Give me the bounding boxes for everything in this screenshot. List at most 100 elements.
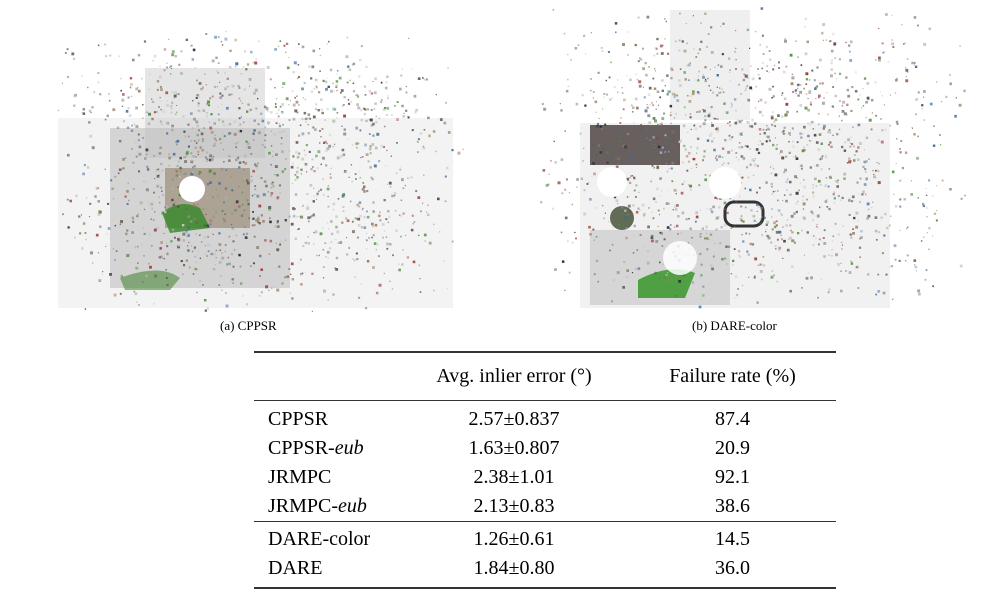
point-cloud-dot [705, 225, 708, 228]
point-cloud-dot [236, 157, 239, 159]
point-cloud-dot [129, 86, 132, 89]
point-cloud-dot [278, 184, 282, 187]
point-cloud-dot [362, 207, 364, 210]
point-cloud-dot [292, 155, 295, 158]
point-cloud-dot [228, 66, 232, 69]
point-cloud-dot [185, 152, 189, 155]
point-cloud-dot [792, 239, 795, 242]
point-cloud-dot [883, 234, 886, 237]
point-cloud-dot [343, 128, 346, 131]
point-cloud-dot [417, 141, 419, 143]
point-cloud-dot [812, 244, 815, 246]
point-cloud-dot [268, 289, 270, 291]
point-cloud-dot [906, 227, 908, 230]
point-cloud-dot [756, 221, 758, 223]
point-cloud-dot [166, 62, 168, 64]
point-cloud-dot [182, 115, 185, 118]
point-cloud-dot [874, 229, 878, 233]
point-cloud-dot [215, 264, 217, 266]
point-cloud-dot [853, 216, 856, 220]
point-cloud-dot [697, 78, 699, 80]
point-cloud-dot [264, 139, 266, 142]
point-cloud-dot [891, 14, 893, 17]
point-cloud-dot [247, 103, 250, 106]
point-cloud-dot [365, 248, 368, 250]
point-cloud-dot [740, 155, 744, 158]
point-cloud-dot [225, 154, 228, 156]
point-cloud-dot [684, 148, 687, 151]
point-cloud-dot [655, 101, 657, 103]
point-cloud-dot [639, 58, 643, 61]
point-cloud-dot [681, 211, 685, 215]
point-cloud-dot [746, 145, 749, 148]
point-cloud-dot [195, 268, 198, 271]
error-cell: 2.38±1.01 [473, 466, 555, 488]
point-cloud-dot [170, 221, 173, 224]
point-cloud-dot [197, 150, 200, 153]
point-cloud-dot [250, 265, 252, 267]
point-cloud-dot [857, 98, 860, 101]
point-cloud-dot [160, 108, 162, 111]
point-cloud-dot [292, 162, 294, 165]
point-cloud-dot [738, 146, 741, 149]
point-cloud-dot [725, 111, 729, 114]
point-cloud-dot [820, 142, 823, 145]
point-cloud-dot [749, 188, 752, 192]
point-cloud-dot [859, 237, 861, 240]
point-cloud-dot [874, 59, 877, 61]
point-cloud-dot [735, 293, 739, 297]
point-cloud-dot [804, 106, 808, 110]
point-cloud-dot [689, 116, 692, 119]
point-cloud-dot [116, 126, 120, 129]
point-cloud-dot [716, 117, 719, 121]
point-cloud-dot [816, 85, 818, 87]
point-cloud-dot [88, 216, 91, 218]
point-cloud-dot [718, 63, 720, 66]
point-cloud-dot [751, 77, 755, 81]
point-cloud-dot [695, 56, 698, 58]
point-cloud-dot [856, 181, 859, 184]
point-cloud-dot [385, 218, 388, 221]
point-cloud-dot [197, 203, 199, 206]
method-cell: DARE-color [254, 521, 399, 554]
point-cloud-dot [584, 53, 587, 55]
point-cloud-dot [200, 132, 204, 136]
point-cloud-dot [767, 135, 770, 139]
point-cloud-dot [642, 212, 646, 216]
point-cloud-dot [243, 88, 246, 91]
point-cloud-dot [698, 75, 699, 77]
point-cloud-dot [646, 249, 650, 253]
point-cloud-dot [108, 99, 111, 102]
point-cloud-dot [692, 90, 695, 93]
point-cloud-dot [312, 213, 315, 216]
point-cloud-dot [731, 225, 734, 228]
point-cloud-dot [812, 219, 815, 222]
point-cloud-dot [282, 124, 284, 126]
point-cloud-dot [592, 91, 595, 93]
point-cloud-dot [939, 144, 942, 146]
point-cloud-dot [143, 214, 145, 216]
point-cloud-dot [339, 154, 343, 158]
point-cloud-dot [329, 247, 331, 250]
point-cloud-dot [171, 101, 174, 104]
point-cloud-dot [567, 78, 569, 81]
point-cloud-dot [383, 272, 385, 275]
point-cloud-dot [197, 139, 200, 142]
point-cloud-dot [800, 164, 803, 167]
point-cloud-dot [256, 168, 259, 171]
point-cloud-dot [114, 259, 116, 261]
point-cloud-dot [67, 226, 70, 229]
point-cloud-dot [757, 68, 759, 70]
point-cloud-dot [795, 92, 797, 94]
point-cloud-dot [411, 214, 414, 217]
point-cloud-dot [224, 72, 226, 74]
point-cloud-dot [664, 134, 667, 137]
point-cloud-dot [665, 280, 668, 283]
point-cloud-dot [627, 54, 629, 56]
point-cloud-dot [131, 231, 134, 234]
point-cloud-dot [273, 285, 276, 288]
point-cloud-dot [891, 298, 894, 301]
point-cloud-dot [349, 200, 352, 203]
point-cloud-dot [192, 273, 195, 275]
point-cloud-dot [622, 286, 625, 289]
